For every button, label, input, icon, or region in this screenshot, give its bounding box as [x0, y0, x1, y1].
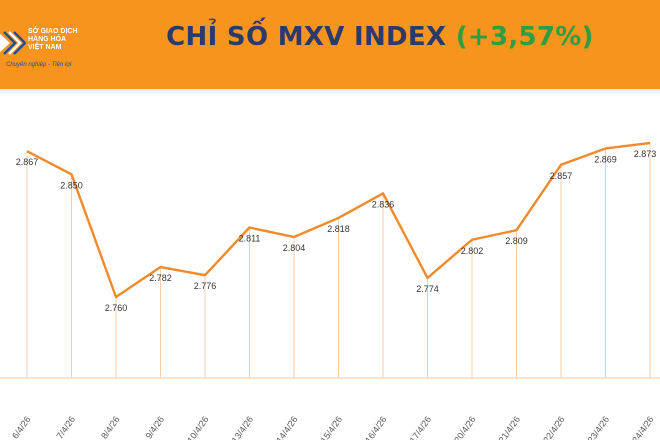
mxv-logo-icon — [0, 31, 26, 55]
series-line — [26, 141, 651, 299]
x-tick-label: 10/4/26 — [185, 414, 210, 440]
index-change: (+3,57%) — [455, 22, 594, 52]
data-label: 2.850 — [60, 180, 83, 190]
page-title: CHỈ SỐ MXV INDEX (+3,57%) — [0, 22, 660, 52]
header-shadow — [0, 89, 660, 95]
x-tick-label: 6/4/26 — [10, 414, 33, 440]
data-label: 2.811 — [239, 233, 261, 243]
x-tick-label: 15/4/26 — [319, 414, 344, 440]
x-tick-label: 16/4/26 — [363, 414, 388, 440]
x-tick-label: 22/4/26 — [541, 414, 566, 440]
x-tick-label: 23/4/26 — [586, 414, 611, 440]
logo-name-line: SỞ GIAO DỊCH — [28, 28, 78, 35]
x-tick-label: 13/4/26 — [230, 414, 255, 440]
x-tick-label: 21/4/26 — [497, 414, 522, 440]
data-label: 2.869 — [594, 154, 617, 164]
x-tick-label: 17/4/26 — [408, 414, 433, 440]
x-tick-label: 14/4/26 — [274, 414, 299, 440]
x-tick-label: 24/4/26 — [630, 414, 655, 440]
data-label: 2.782 — [149, 273, 172, 283]
data-label: 2.760 — [105, 303, 128, 313]
data-label: 2.804 — [283, 243, 306, 253]
data-label: 2.857 — [550, 171, 573, 181]
data-label: 2.809 — [505, 236, 528, 246]
logo-slogan: Chuyên nghiệp - Tiện lợi — [6, 62, 72, 68]
title-text: CHỈ SỐ MXV INDEX — [166, 22, 447, 52]
data-label: 2.774 — [416, 284, 439, 294]
logo-name: SỞ GIAO DỊCH HÀNG HÓA VIỆT NAM — [28, 28, 108, 52]
data-label: 2.776 — [194, 281, 217, 291]
data-label: 2.867 — [16, 157, 39, 167]
x-tick-label: 7/4/26 — [55, 414, 78, 440]
x-tick-label: 8/4/26 — [99, 414, 122, 440]
logo-name-line: VIỆT NAM — [28, 44, 62, 51]
data-label: 2.802 — [461, 246, 484, 256]
data-label: 2.818 — [327, 224, 350, 234]
x-tick-label: 20/4/26 — [452, 414, 477, 440]
header-band: SỞ GIAO DỊCH HÀNG HÓA VIỆT NAM Chuyên ng… — [0, 0, 660, 89]
mxv-logo: SỞ GIAO DỊCH HÀNG HÓA VIỆT NAM Chuyên ng… — [0, 24, 120, 74]
logo-name-line: HÀNG HÓA — [28, 36, 67, 43]
data-label: 2.836 — [372, 199, 395, 209]
data-label: 2.873 — [634, 149, 657, 159]
x-tick-label: 9/4/26 — [144, 414, 167, 440]
